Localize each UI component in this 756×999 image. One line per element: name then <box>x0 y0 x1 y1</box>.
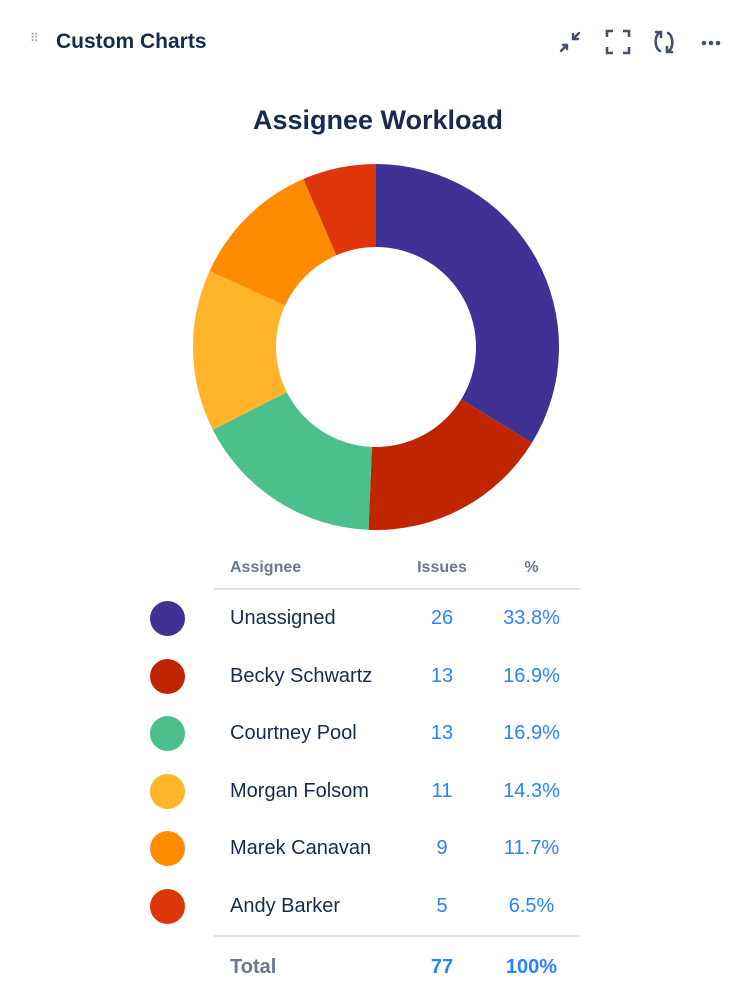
assignee-column-header: Assignee <box>214 548 401 590</box>
legend-color-swatch <box>150 705 214 763</box>
donut-slice-morgan-folsom[interactable] <box>193 270 287 430</box>
gadget-header: ⠿ Custom Charts <box>0 28 756 60</box>
legend-row[interactable]: Morgan Folsom 11 14.3% <box>150 763 580 821</box>
donut-slice-becky-schwartz[interactable] <box>368 399 532 530</box>
assignee-name: Courtney Pool <box>230 722 357 745</box>
collapse-icon[interactable] <box>557 28 585 56</box>
assignee-name: Marek Canavan <box>230 837 372 860</box>
issue-count[interactable]: 13 <box>430 664 454 687</box>
legend-color-swatch <box>150 589 214 648</box>
legend-row[interactable]: Andy Barker 5 6.5% <box>150 878 580 937</box>
percent-column-header: % <box>483 548 580 590</box>
total-row: Total 77 100% <box>150 935 580 997</box>
legend-row[interactable]: Becky Schwartz 13 16.9% <box>150 648 580 706</box>
gadget-title: Custom Charts <box>56 30 207 53</box>
legend-table: Assignee Issues % Unassigned 26 33.8% Be… <box>150 548 580 997</box>
issue-count[interactable]: 9 <box>436 837 448 860</box>
donut-slice-unassigned[interactable] <box>376 164 559 443</box>
color-column-header <box>150 548 214 589</box>
issue-count[interactable]: 5 <box>436 894 448 917</box>
drag-handle-icon[interactable]: ⠿ <box>30 31 40 45</box>
legend-row[interactable]: Unassigned 26 33.8% <box>150 589 580 648</box>
legend-row[interactable]: Courtney Pool 13 16.9% <box>150 705 580 763</box>
issue-percent: 14.3% <box>503 779 560 802</box>
legend-color-swatch <box>150 763 214 821</box>
donut-chart <box>193 164 559 530</box>
chart-title: Assignee Workload <box>252 105 504 135</box>
issue-count[interactable]: 26 <box>430 607 454 630</box>
fullscreen-icon[interactable] <box>604 28 632 56</box>
legend-color-swatch <box>150 878 214 937</box>
legend-color-swatch <box>150 648 214 706</box>
issue-count[interactable]: 11 <box>431 779 453 802</box>
assignee-name: Becky Schwartz <box>230 664 373 687</box>
issues-column-header: Issues <box>401 548 483 590</box>
refresh-icon[interactable] <box>650 28 678 56</box>
assignee-name: Andy Barker <box>230 894 341 917</box>
more-icon[interactable] <box>697 28 725 56</box>
legend-color-swatch <box>150 820 214 878</box>
legend-row[interactable]: Marek Canavan 9 11.7% <box>150 820 580 878</box>
donut-slice-andy-barker[interactable] <box>303 164 376 256</box>
total-percent: 100% <box>483 935 580 997</box>
total-label: Total <box>214 935 401 997</box>
issue-percent: 6.5% <box>508 894 555 917</box>
issue-percent: 16.9% <box>503 664 560 687</box>
assignee-name: Unassigned <box>230 607 336 630</box>
total-issues: 77 <box>401 935 483 997</box>
donut-slice-courtney-pool[interactable] <box>212 392 372 530</box>
issue-percent: 16.9% <box>503 722 560 745</box>
issue-percent: 33.8% <box>503 607 560 630</box>
donut-slice-marek-canavan[interactable] <box>209 179 337 306</box>
assignee-name: Morgan Folsom <box>230 779 369 802</box>
issue-count[interactable]: 13 <box>430 722 454 745</box>
issue-percent: 11.7% <box>503 837 560 860</box>
